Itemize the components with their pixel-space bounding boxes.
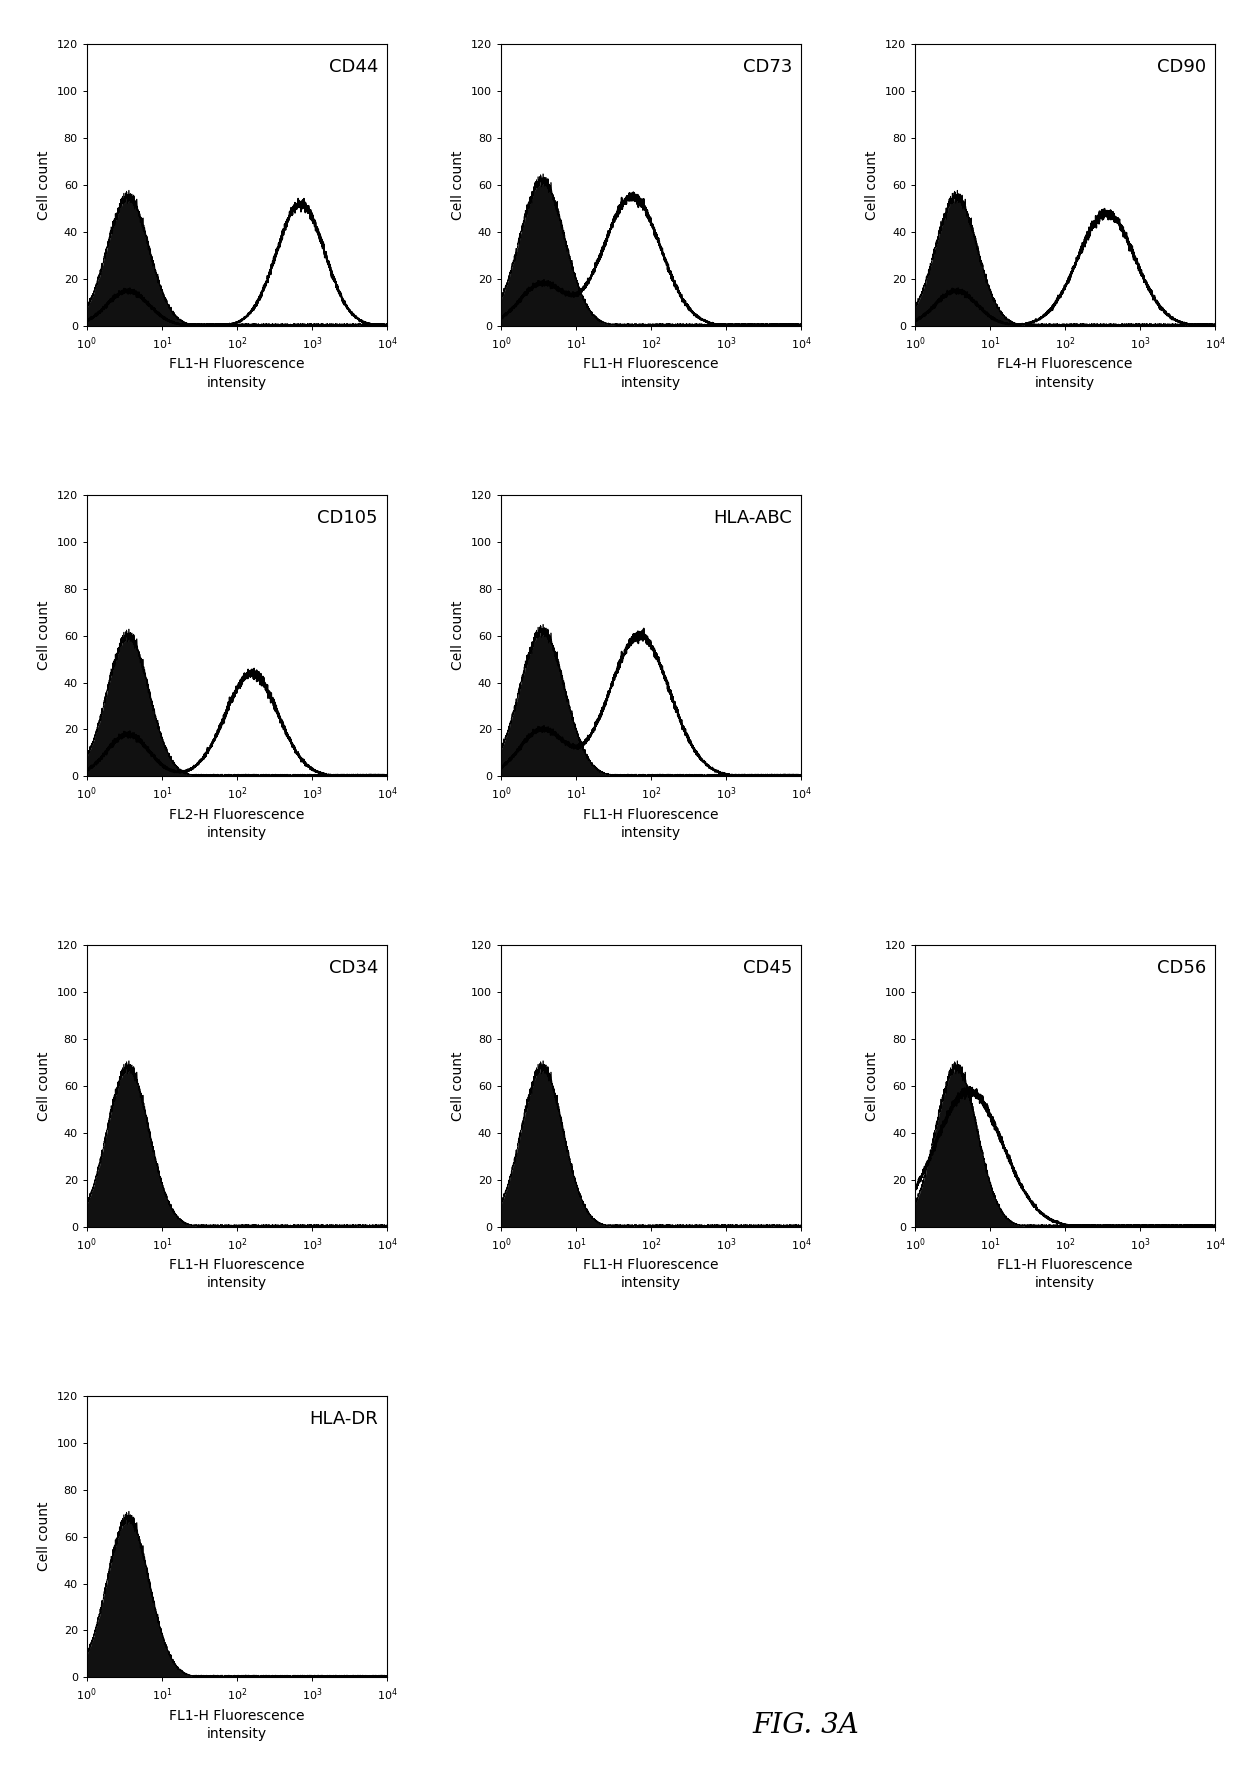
Text: FIG. 3A: FIG. 3A [753,1711,859,1740]
Y-axis label: Cell count: Cell count [37,1051,51,1120]
Y-axis label: Cell count: Cell count [451,602,465,671]
Y-axis label: Cell count: Cell count [866,151,879,220]
Y-axis label: Cell count: Cell count [37,602,51,671]
X-axis label: FL1-H Fluorescence
intensity: FL1-H Fluorescence intensity [169,1258,305,1290]
Y-axis label: Cell count: Cell count [451,151,465,220]
Text: CD56: CD56 [1157,960,1207,978]
X-axis label: FL4-H Fluorescence
intensity: FL4-H Fluorescence intensity [997,357,1133,389]
X-axis label: FL1-H Fluorescence
intensity: FL1-H Fluorescence intensity [997,1258,1133,1290]
X-axis label: FL1-H Fluorescence
intensity: FL1-H Fluorescence intensity [169,357,305,389]
Text: HLA-DR: HLA-DR [309,1409,378,1427]
X-axis label: FL2-H Fluorescence
intensity: FL2-H Fluorescence intensity [169,808,305,840]
Text: CD90: CD90 [1157,59,1207,76]
Y-axis label: Cell count: Cell count [37,151,51,220]
Text: CD45: CD45 [743,960,792,978]
Text: CD105: CD105 [317,509,378,527]
X-axis label: FL1-H Fluorescence
intensity: FL1-H Fluorescence intensity [583,1258,719,1290]
Text: CD34: CD34 [329,960,378,978]
Text: CD44: CD44 [329,59,378,76]
X-axis label: FL1-H Fluorescence
intensity: FL1-H Fluorescence intensity [583,808,719,840]
Y-axis label: Cell count: Cell count [866,1051,879,1120]
X-axis label: FL1-H Fluorescence
intensity: FL1-H Fluorescence intensity [583,357,719,389]
X-axis label: FL1-H Fluorescence
intensity: FL1-H Fluorescence intensity [169,1709,305,1741]
Y-axis label: Cell count: Cell count [451,1051,465,1120]
Text: CD73: CD73 [743,59,792,76]
Y-axis label: Cell count: Cell count [37,1502,51,1571]
Text: HLA-ABC: HLA-ABC [713,509,792,527]
